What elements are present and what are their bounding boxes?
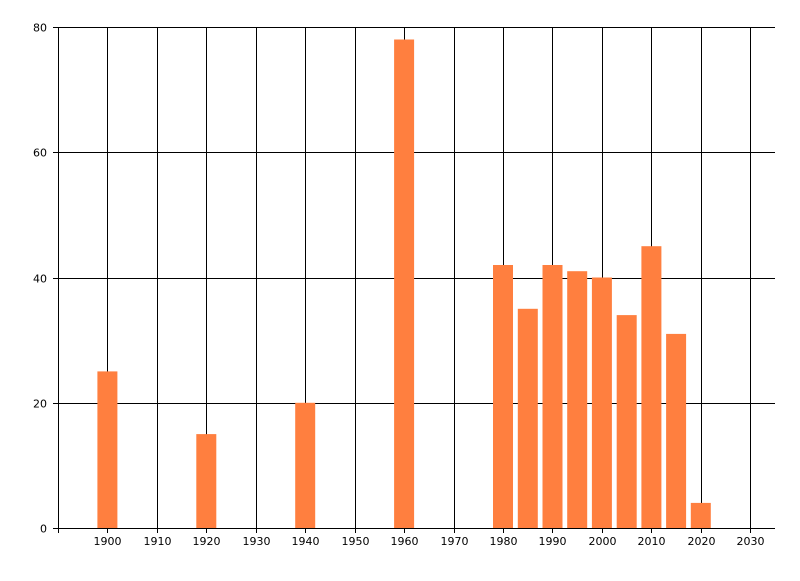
x-tick-label-2030: 2030 [737, 535, 765, 548]
x-tick-label-1920: 1920 [193, 535, 221, 548]
y-tick-label-0: 0 [40, 523, 47, 536]
x-tick-label-2010: 2010 [638, 535, 666, 548]
x-tick-label-1960: 1960 [391, 535, 419, 548]
x-tick-label-1930: 1930 [243, 535, 271, 548]
x-tick-label-2000: 2000 [589, 535, 617, 548]
x-tick-label-1950: 1950 [342, 535, 370, 548]
bar-1980 [493, 265, 513, 528]
x-tick-label-1990: 1990 [539, 535, 567, 548]
x-tick-label-1970: 1970 [441, 535, 469, 548]
bar-1920 [196, 434, 217, 528]
bar-1900 [97, 371, 118, 528]
y-tick-label-40: 40 [33, 273, 47, 286]
y-tick-label-20: 20 [33, 398, 47, 411]
bar-2000 [591, 277, 612, 528]
bar-2020 [690, 502, 711, 528]
bar-2015 [666, 333, 687, 528]
y-tick-label-60: 60 [33, 147, 47, 160]
x-tick-label-1910: 1910 [144, 535, 172, 548]
bar-1940 [295, 402, 316, 529]
bar-1990 [542, 265, 563, 528]
bar-2010 [641, 246, 662, 528]
x-tick-label-2020: 2020 [688, 535, 716, 548]
x-tick-label-1980: 1980 [490, 535, 518, 548]
bars [97, 39, 711, 529]
bar-1960 [394, 39, 415, 528]
bar-1985 [517, 308, 538, 528]
bar-1995 [567, 271, 588, 528]
axes [53, 27, 775, 533]
y-tick-labels: 0 20 40 60 80 [33, 22, 47, 536]
bar-2005 [616, 315, 637, 528]
x-tick-labels: 1900 1910 1920 1930 1940 1950 1960 1970 1980 1990… [94, 535, 765, 548]
x-tick-label-1940: 1940 [292, 535, 320, 548]
y-tick-label-80: 80 [33, 22, 47, 35]
x-tick-label-1900: 1900 [94, 535, 122, 548]
